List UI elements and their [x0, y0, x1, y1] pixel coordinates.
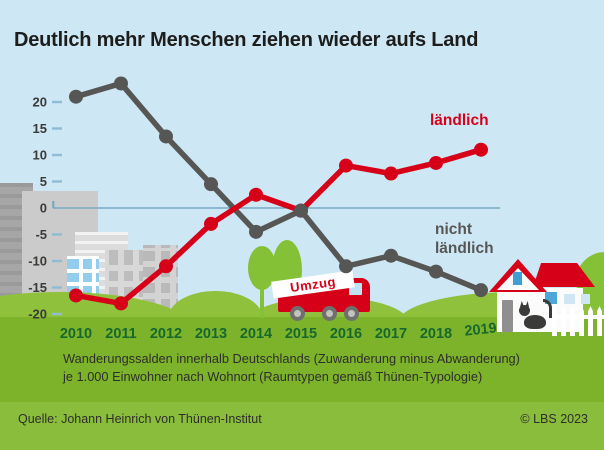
caption-line-2: je 1.000 Einwohner nach Wohnort (Raumtyp… [63, 369, 483, 385]
truck-wheel-icon [344, 306, 359, 321]
svg-text:5: 5 [40, 174, 47, 189]
chart-caption: Wanderungssalden innerhalb Deutschlands … [63, 350, 563, 386]
picket-fence [552, 306, 604, 338]
fence-picket [561, 306, 566, 336]
caption-line-1: Wanderungssalden innerhalb Deutschlands … [63, 351, 520, 366]
fence-picket [588, 306, 593, 336]
house-window [564, 294, 575, 304]
cat-icon [543, 299, 552, 318]
fence-rail [552, 315, 604, 319]
svg-text:15: 15 [33, 121, 47, 136]
house-door [502, 300, 513, 332]
page-title: Deutlich mehr Menschen ziehen wieder auf… [14, 29, 479, 52]
cat-icon [519, 305, 530, 316]
fence-picket [597, 306, 602, 336]
fence-picket [570, 306, 575, 336]
fence-picket [579, 306, 584, 336]
svg-text:10: 10 [33, 148, 47, 163]
house-window [513, 272, 522, 285]
cat-icon [524, 315, 546, 329]
legend-laendlich: ländlich [430, 112, 489, 129]
svg-text:20: 20 [33, 95, 47, 110]
copyright: © LBS 2023 [520, 412, 588, 426]
truck-wheel-icon [322, 306, 337, 321]
fence-picket [552, 306, 557, 336]
tree-trunk [260, 282, 264, 318]
house-window [581, 294, 590, 304]
source-credit: Quelle: Johann Heinrich von Thünen-Insti… [18, 412, 262, 426]
footer-band [0, 402, 604, 450]
legend-nicht-laendlich: nicht ländlich [435, 221, 494, 258]
truck-wheel-icon [290, 306, 305, 321]
